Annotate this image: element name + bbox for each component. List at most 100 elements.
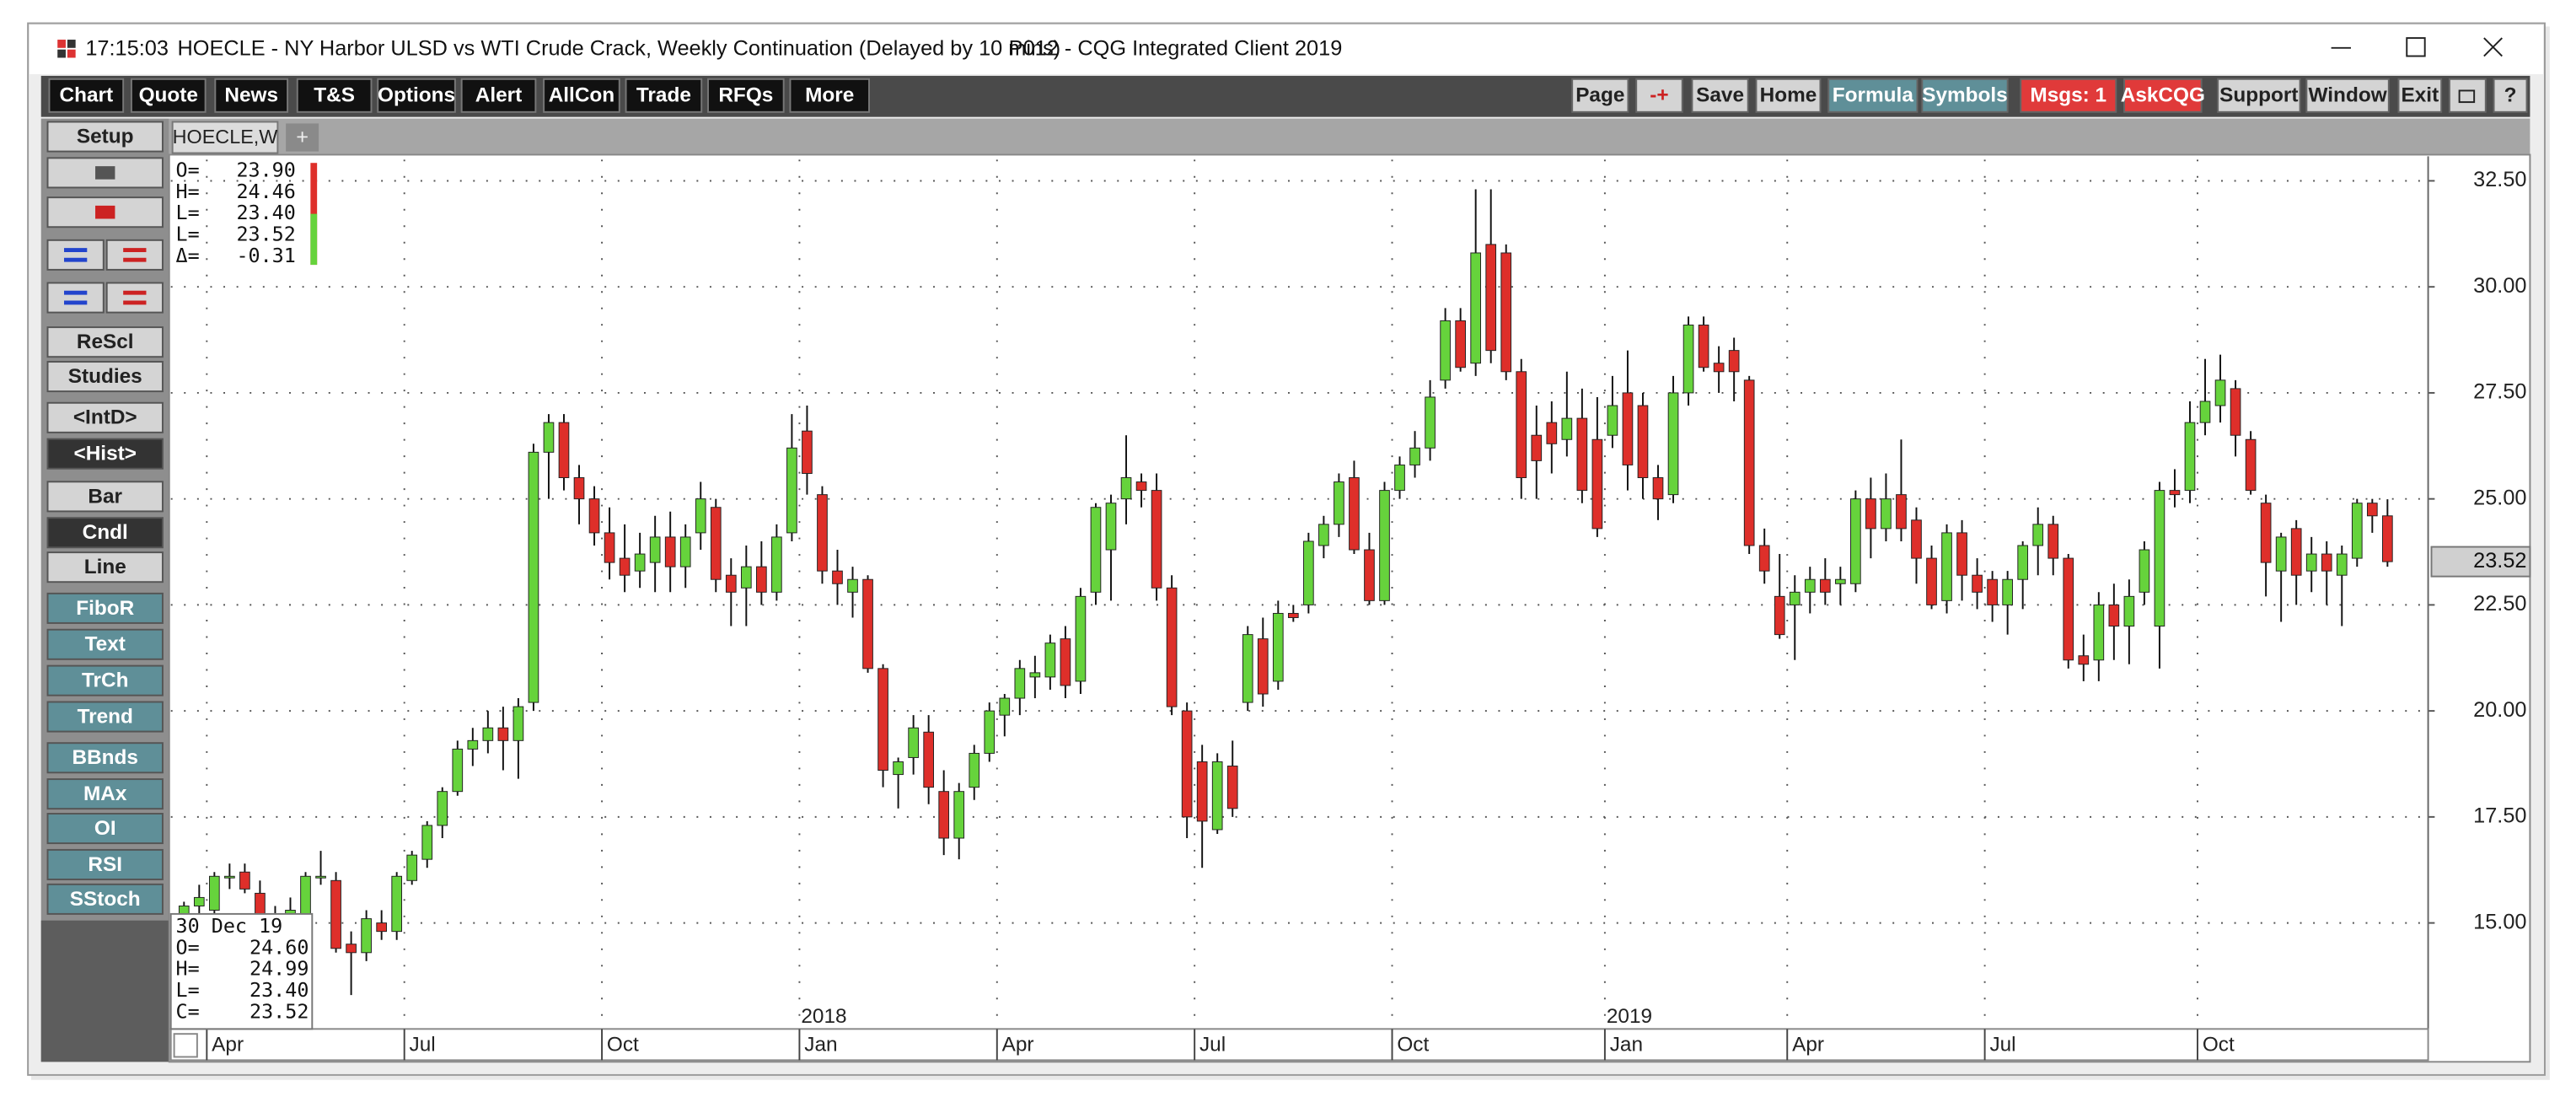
side-button[interactable]: [46, 517, 164, 549]
toolbar-button-label[interactable]: Formula: [1833, 84, 1914, 107]
candle-body: [1151, 490, 1162, 589]
side-panel-footer: [40, 920, 169, 1062]
side-button[interactable]: [46, 883, 164, 915]
side-button[interactable]: [46, 121, 164, 153]
side-button[interactable]: [46, 481, 164, 513]
side-button-label[interactable]: OI: [94, 817, 116, 840]
add-tab[interactable]: [286, 123, 319, 152]
close[interactable]: [2483, 37, 2503, 57]
side-button-label[interactable]: <IntD>: [73, 406, 137, 429]
toolbar-button-label[interactable]: Msgs: 1: [2030, 84, 2106, 107]
toolbar-button[interactable]: [130, 78, 207, 113]
toolbar-button-label[interactable]: Home: [1760, 84, 1817, 107]
side-button[interactable]: [46, 551, 164, 583]
side-button-label[interactable]: <Hist>: [73, 443, 136, 465]
tab[interactable]: [171, 121, 279, 154]
maximize[interactable]: [2406, 37, 2426, 57]
readout-value: 23.40: [250, 978, 309, 1002]
side-button[interactable]: [46, 742, 164, 774]
candle-body: [1029, 672, 1041, 678]
toolbar-button-label[interactable]: RFQs: [718, 84, 773, 107]
side-button-label[interactable]: Line: [84, 556, 126, 578]
side-button-label[interactable]: Setup: [77, 125, 134, 148]
toolbar-button-label[interactable]: Page: [1575, 84, 1624, 107]
side-button[interactable]: [46, 778, 164, 810]
side-button[interactable]: [46, 592, 164, 624]
toolbar-button[interactable]: [1691, 78, 1749, 113]
side-icon-button[interactable]: [46, 239, 105, 271]
side-button[interactable]: [46, 628, 164, 660]
side-button-label[interactable]: TrCh: [82, 669, 129, 692]
toolbar-button-label[interactable]: Save: [1696, 84, 1744, 107]
toolbar-button[interactable]: [2020, 78, 2117, 113]
y-tick-label: 27.50: [2473, 380, 2526, 404]
side-button-label[interactable]: MAx: [83, 782, 127, 805]
side-button[interactable]: [46, 813, 164, 845]
side-button-label[interactable]: BBnds: [72, 746, 138, 769]
side-button-label[interactable]: SStoch: [70, 888, 141, 911]
side-button-label[interactable]: Trend: [78, 705, 133, 728]
toolbar-button-label[interactable]: AllCon: [549, 84, 614, 107]
toolbar-button[interactable]: [460, 78, 537, 113]
candle-body: [391, 875, 403, 933]
side-button[interactable]: [46, 438, 164, 470]
toolbar-button-label[interactable]: T&S: [314, 84, 355, 107]
tab-label[interactable]: HOECLE,W: [173, 126, 278, 148]
side-icon-button[interactable]: [105, 239, 164, 271]
add-tab-label[interactable]: +: [296, 126, 309, 149]
toolbar-button[interactable]: [214, 78, 289, 113]
toolbar-button[interactable]: [625, 78, 703, 113]
side-button-label[interactable]: ReScl: [77, 331, 134, 353]
toolbar-button[interactable]: [543, 78, 620, 113]
toolbar-button-label[interactable]: Options: [378, 84, 455, 107]
candle-body: [1166, 587, 1178, 707]
toolbar-button-label[interactable]: Trade: [636, 84, 691, 107]
toolbar-button-label[interactable]: Support: [2219, 84, 2298, 107]
toolbar-button[interactable]: [2493, 78, 2528, 113]
toolbar-button[interactable]: [48, 78, 125, 113]
toolbar-button[interactable]: [2305, 78, 2390, 113]
side-button-label[interactable]: Cndl: [83, 521, 128, 544]
restore-button[interactable]: [2448, 78, 2487, 113]
side-button-label[interactable]: RSI: [88, 853, 122, 876]
toolbar-button-label[interactable]: Chart: [60, 84, 114, 107]
toolbar-button-label[interactable]: More: [805, 84, 854, 107]
toolbar-button-label[interactable]: AskCQG: [2121, 84, 2205, 107]
toolbar-button-label[interactable]: News: [224, 84, 278, 107]
toolbar-button-label[interactable]: Exit: [2402, 84, 2439, 107]
toolbar-button[interactable]: [296, 78, 373, 113]
toolbar-button[interactable]: [1755, 78, 1822, 113]
side-button-label[interactable]: Bar: [88, 485, 122, 508]
toolbar-button[interactable]: [2123, 78, 2203, 113]
toolbar-button[interactable]: [789, 78, 870, 113]
candle-body: [2017, 545, 2029, 580]
toolbar-button[interactable]: [1921, 78, 2009, 113]
candle-body: [1516, 371, 1527, 479]
side-button-label[interactable]: FiboR: [76, 597, 134, 620]
toolbar-button[interactable]: [2397, 78, 2443, 113]
side-button[interactable]: [46, 664, 164, 696]
toolbar-button-label[interactable]: Quote: [139, 84, 198, 107]
toolbar-button[interactable]: [1827, 78, 1919, 113]
toolbar-button-label[interactable]: -+: [1650, 84, 1668, 107]
toolbar-button-label[interactable]: Window: [2309, 84, 2387, 107]
candle-body: [893, 761, 904, 776]
side-button-label[interactable]: Text: [85, 633, 126, 656]
side-icon-button[interactable]: [105, 282, 164, 314]
side-button[interactable]: [46, 848, 164, 880]
toolbar-button[interactable]: [707, 78, 785, 113]
side-icon-button[interactable]: [46, 282, 105, 314]
side-button[interactable]: [46, 361, 164, 393]
candle-body: [832, 570, 843, 584]
toolbar-button-label[interactable]: Alert: [475, 84, 523, 107]
side-button[interactable]: [46, 326, 164, 358]
side-button[interactable]: [46, 401, 164, 433]
toolbar-button-label[interactable]: Symbols: [1922, 84, 2008, 107]
side-button[interactable]: [46, 701, 164, 733]
toolbar-button[interactable]: [2217, 78, 2301, 113]
side-button-label[interactable]: Studies: [68, 365, 142, 388]
toolbar-button-label[interactable]: ?: [2504, 84, 2517, 107]
toolbar-button[interactable]: [1571, 78, 1629, 113]
toolbar-button[interactable]: [1635, 78, 1683, 113]
toolbar-button[interactable]: [377, 78, 456, 113]
